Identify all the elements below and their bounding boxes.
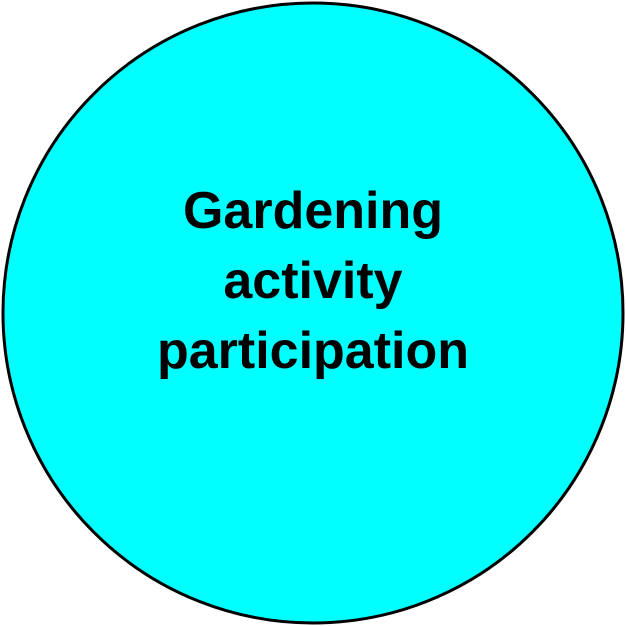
node-label: Gardening activity participation [157,176,469,386]
node-label-line-2: activity [223,252,403,310]
node-label-line-1: Gardening [182,182,444,240]
node-label-line-3: participation [156,322,470,380]
